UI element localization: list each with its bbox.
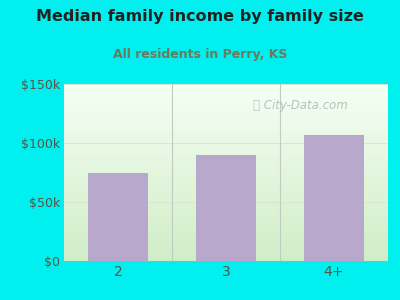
Text: All residents in Perry, KS: All residents in Perry, KS	[113, 48, 287, 61]
Text: ⓘ City-Data.com: ⓘ City-Data.com	[253, 99, 348, 112]
Bar	[304, 135, 364, 261]
Text: Median family income by family size: Median family income by family size	[36, 9, 364, 24]
Bar	[88, 172, 148, 261]
Bar	[196, 155, 256, 261]
